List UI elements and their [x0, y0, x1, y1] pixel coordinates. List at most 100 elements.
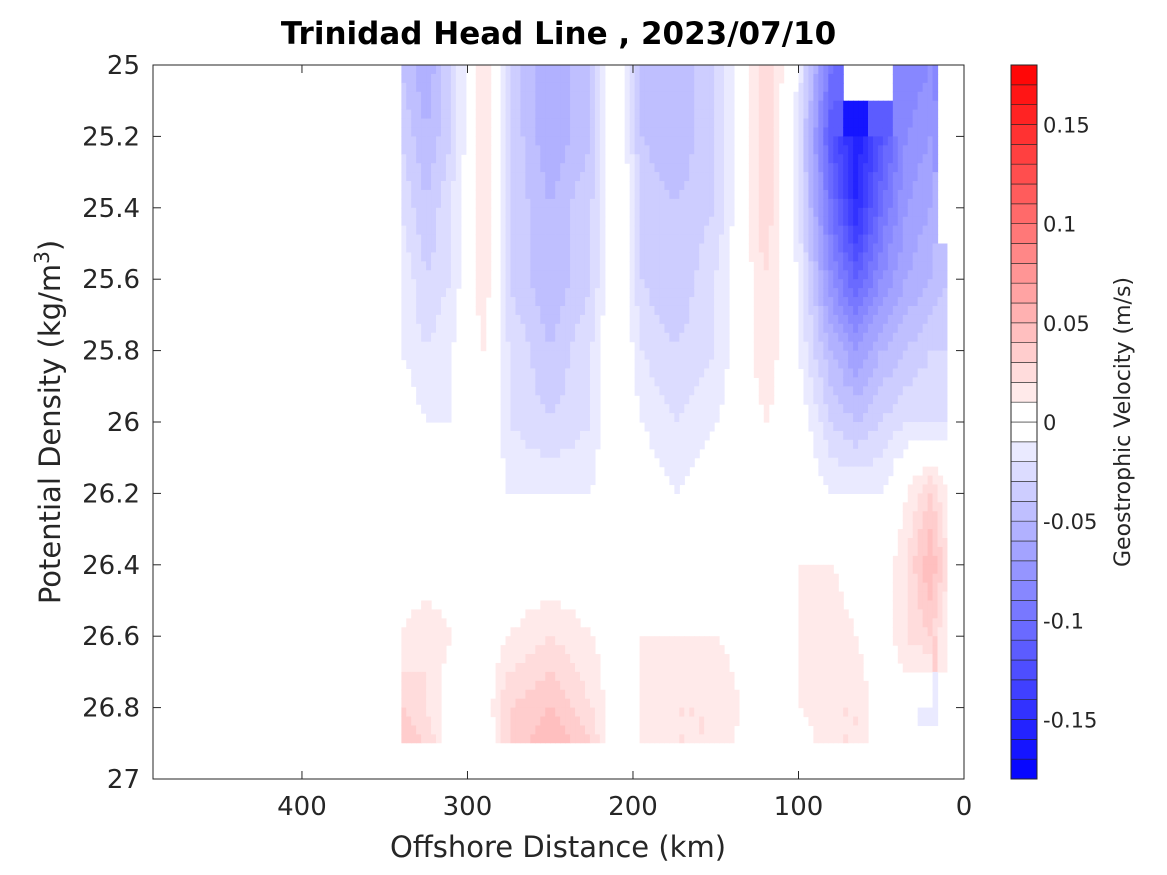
velocity-cell	[858, 189, 864, 200]
velocity-cell	[674, 225, 680, 236]
velocity-cell	[654, 100, 661, 111]
velocity-cell	[679, 725, 685, 735]
velocity-cell	[421, 680, 427, 691]
velocity-cell	[530, 618, 536, 628]
velocity-cell	[877, 109, 884, 120]
velocity-cell	[922, 564, 929, 575]
velocity-cell	[912, 332, 919, 343]
velocity-cell	[445, 65, 452, 75]
velocity-cell	[937, 627, 944, 637]
velocity-cell	[654, 207, 661, 218]
velocity-cell	[843, 314, 849, 325]
velocity-cell	[411, 127, 417, 137]
velocity-cell	[669, 689, 675, 700]
velocity-cell	[922, 654, 929, 664]
velocity-cell	[833, 323, 839, 334]
velocity-cell	[659, 671, 666, 682]
velocity-cell	[411, 118, 417, 129]
velocity-cell	[505, 636, 512, 646]
velocity-cell	[818, 439, 824, 450]
velocity-cell	[674, 671, 680, 682]
velocity-cell	[813, 618, 819, 628]
velocity-cell	[872, 163, 879, 173]
velocity-cell	[848, 707, 854, 718]
velocity-cell	[922, 707, 929, 718]
velocity-cell	[634, 216, 641, 227]
velocity-cell	[649, 377, 656, 387]
velocity-cell	[540, 439, 546, 450]
velocity-cell	[545, 154, 551, 164]
velocity-cell	[594, 395, 601, 405]
velocity-cell	[704, 154, 710, 164]
velocity-cell	[426, 261, 432, 271]
velocity-cell	[833, 181, 839, 191]
velocity-cell	[833, 314, 839, 325]
velocity-cell	[639, 109, 646, 120]
velocity-cell	[589, 234, 596, 245]
velocity-cell	[808, 127, 814, 137]
velocity-cell	[853, 198, 859, 209]
velocity-cell	[445, 136, 452, 146]
velocity-cell	[709, 91, 715, 102]
velocity-cell	[704, 662, 710, 673]
velocity-cell	[753, 136, 760, 146]
velocity-cell	[421, 600, 427, 611]
velocity-cell	[495, 689, 502, 700]
velocity-cell	[748, 252, 755, 262]
velocity-cell	[455, 100, 462, 111]
velocity-cell	[753, 323, 760, 334]
velocity-cell	[858, 350, 864, 361]
velocity-cell	[818, 707, 824, 718]
velocity-cell	[440, 163, 447, 173]
velocity-cell	[540, 216, 546, 227]
x-axis: 400 300 200 100 0	[277, 65, 972, 822]
velocity-cell	[763, 207, 770, 218]
velocity-cell	[872, 422, 879, 432]
velocity-cell	[828, 100, 834, 111]
velocity-cell	[927, 627, 934, 637]
velocity-cell	[768, 386, 775, 396]
velocity-cell	[669, 154, 675, 164]
velocity-cell	[892, 136, 899, 146]
velocity-cell	[798, 118, 805, 129]
velocity-cell	[872, 386, 879, 396]
velocity-cell	[649, 100, 656, 111]
velocity-cell	[872, 448, 879, 459]
velocity-cell	[679, 716, 685, 727]
velocity-cell	[530, 100, 536, 111]
velocity-cell	[679, 172, 685, 182]
velocity-cell	[758, 234, 765, 245]
velocity-cell	[833, 261, 839, 271]
velocity-cell	[927, 395, 934, 405]
velocity-cell	[917, 618, 924, 628]
velocity-cell	[897, 422, 904, 432]
velocity-cell	[882, 279, 889, 289]
velocity-cell	[848, 163, 854, 173]
velocity-cell	[798, 359, 805, 370]
velocity-cell	[798, 243, 805, 254]
velocity-cell	[594, 145, 601, 155]
velocity-cell	[828, 145, 834, 155]
velocity-cell	[649, 645, 656, 655]
velocity-cell	[932, 172, 939, 182]
velocity-cell	[565, 368, 571, 378]
velocity-cell	[932, 636, 939, 646]
velocity-cell	[416, 91, 422, 102]
velocity-cell	[917, 627, 924, 637]
velocity-cell	[942, 279, 948, 289]
velocity-cell	[594, 662, 601, 673]
velocity-cell	[505, 172, 512, 182]
velocity-cell	[877, 413, 884, 423]
velocity-cell	[843, 457, 849, 468]
velocity-cell	[440, 645, 447, 655]
velocity-cell	[649, 422, 656, 432]
velocity-cell	[868, 216, 874, 227]
velocity-cell	[932, 520, 939, 530]
velocity-cell	[689, 439, 695, 450]
velocity-cell	[505, 198, 512, 209]
velocity-cell	[927, 73, 934, 84]
velocity-cell	[445, 627, 452, 637]
velocity-cell	[699, 734, 705, 744]
velocity-cell	[580, 680, 586, 691]
velocity-cell	[455, 181, 462, 191]
